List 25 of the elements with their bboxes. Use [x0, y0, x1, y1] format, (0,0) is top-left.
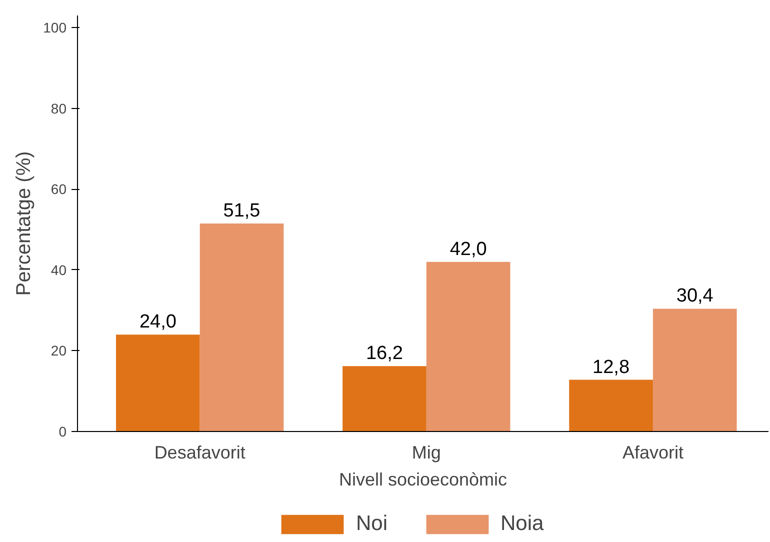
bar — [426, 262, 510, 432]
bar — [652, 308, 737, 432]
y-tick-label: 0 — [58, 424, 67, 440]
data-label: 12,8 — [592, 356, 630, 378]
y-tick-label: 80 — [50, 100, 67, 116]
data-label: 24,0 — [139, 312, 176, 333]
x-tick-label: Desafavorit — [154, 442, 246, 462]
x-tick-label: Mig — [412, 442, 441, 462]
data-label: 42,0 — [450, 238, 487, 260]
legend-label: Noi — [356, 512, 388, 536]
y-axis-title: Percentatge (%) — [13, 151, 36, 296]
data-label: 16,2 — [366, 343, 403, 364]
data-label: 30,4 — [676, 286, 714, 307]
y-tick-label: 40 — [50, 262, 67, 278]
bar — [342, 366, 426, 432]
bar — [569, 380, 653, 432]
bar — [116, 334, 200, 432]
data-label: 51,5 — [223, 200, 260, 222]
y-tick-label: 100 — [43, 20, 67, 36]
y-tick-label: 20 — [50, 342, 67, 359]
x-tick-label: Afavorit — [622, 442, 684, 462]
y-tick-label: 60 — [50, 181, 67, 198]
bar — [200, 224, 284, 432]
legend-label: Noia — [500, 512, 544, 536]
x-axis-title: Nivell socioeconòmic — [338, 470, 508, 490]
